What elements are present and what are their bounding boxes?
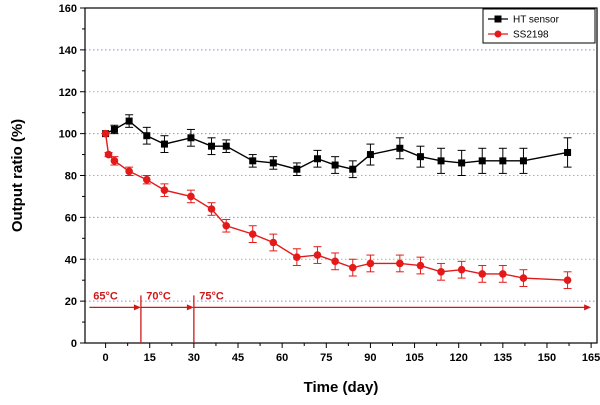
- data-point: [458, 159, 466, 167]
- x-tick-label: 0: [103, 352, 109, 364]
- data-point: [187, 192, 195, 201]
- x-axis-title: Time (day): [304, 379, 379, 396]
- data-point: [349, 165, 357, 173]
- data-point: [101, 129, 110, 138]
- data-point: [396, 144, 404, 152]
- data-point: [348, 263, 357, 272]
- y-tick-label: 60: [65, 212, 77, 224]
- temperature-label: 75°C: [199, 290, 224, 302]
- temperature-label: 65°C: [93, 290, 118, 302]
- y-tick-label: 80: [65, 171, 77, 183]
- data-point: [563, 276, 572, 284]
- y-tick-label: 120: [59, 87, 77, 99]
- data-point: [125, 167, 133, 176]
- data-point: [160, 186, 169, 194]
- data-point: [269, 238, 278, 247]
- legend-label: HT sensor: [513, 15, 560, 26]
- data-point: [564, 148, 572, 156]
- data-point: [519, 157, 527, 165]
- legend-label: SS2198: [513, 30, 549, 41]
- data-point: [478, 157, 486, 165]
- data-point: [142, 175, 151, 184]
- axes: 0 20 40 60 80 100 120 140 160 0 15 30 45 60 75 90 105 120…: [59, 3, 600, 364]
- data-point: [160, 140, 168, 148]
- x-tick-label: 15: [144, 352, 156, 364]
- x-tick-label: 165: [582, 352, 600, 364]
- legend-marker: [494, 15, 502, 23]
- x-tick-label: 30: [188, 352, 200, 364]
- x-tick-label: 120: [450, 352, 468, 364]
- data-point: [396, 259, 404, 268]
- data-point: [248, 230, 257, 238]
- temperature-label: 70°C: [146, 290, 171, 302]
- data-point: [143, 132, 151, 140]
- arrow-head: [584, 304, 592, 311]
- x-tick-label: 45: [232, 352, 244, 364]
- data-point: [293, 253, 301, 261]
- legend-box: [482, 8, 596, 44]
- data-point: [110, 157, 119, 165]
- data-point: [222, 221, 231, 230]
- data-point: [249, 157, 257, 165]
- data-point: [187, 134, 195, 142]
- data-point: [437, 157, 445, 165]
- data-point: [499, 157, 507, 165]
- data-point: [331, 257, 339, 266]
- data-point: [208, 142, 216, 150]
- data-point: [366, 151, 374, 159]
- data-point: [269, 159, 277, 167]
- arrow-head: [133, 304, 141, 311]
- x-tick-label: 150: [538, 352, 556, 364]
- x-tick-label: 60: [276, 352, 288, 364]
- data-point: [519, 274, 528, 282]
- temperature-annotations: 65°C 70°C 75°C: [89, 290, 592, 343]
- y-tick-label: 140: [59, 45, 77, 57]
- y-tick-label: 100: [59, 129, 77, 141]
- data-point: [478, 270, 487, 278]
- data-point: [416, 261, 425, 270]
- x-tick-label: 105: [405, 352, 423, 364]
- data-point: [110, 125, 118, 133]
- data-point: [437, 268, 445, 276]
- y-tick-label: 0: [71, 338, 77, 350]
- data-point: [313, 155, 321, 163]
- data-point: [104, 150, 113, 159]
- data-point: [457, 265, 466, 274]
- y-tick-label: 20: [65, 296, 77, 308]
- data-point: [313, 251, 322, 259]
- x-tick-label: 75: [320, 352, 332, 364]
- arrow-head: [186, 304, 194, 311]
- y-tick-label: 160: [59, 3, 77, 15]
- legend: HT sensor SS2198: [482, 8, 596, 44]
- x-tick-label: 90: [364, 352, 376, 364]
- data-point: [416, 153, 424, 161]
- data-point: [125, 117, 133, 125]
- data-point: [222, 142, 230, 150]
- data-point: [293, 165, 301, 173]
- data-point: [366, 259, 375, 268]
- data-point: [331, 161, 339, 169]
- legend-marker: [494, 30, 502, 38]
- data-series: [101, 114, 572, 290]
- y-tick-label: 40: [65, 254, 77, 266]
- y-axis-title: Output ratio (%): [9, 119, 26, 232]
- x-tick-label: 135: [494, 352, 512, 364]
- grid: [85, 49, 597, 302]
- data-point: [207, 205, 216, 213]
- data-point: [499, 270, 507, 278]
